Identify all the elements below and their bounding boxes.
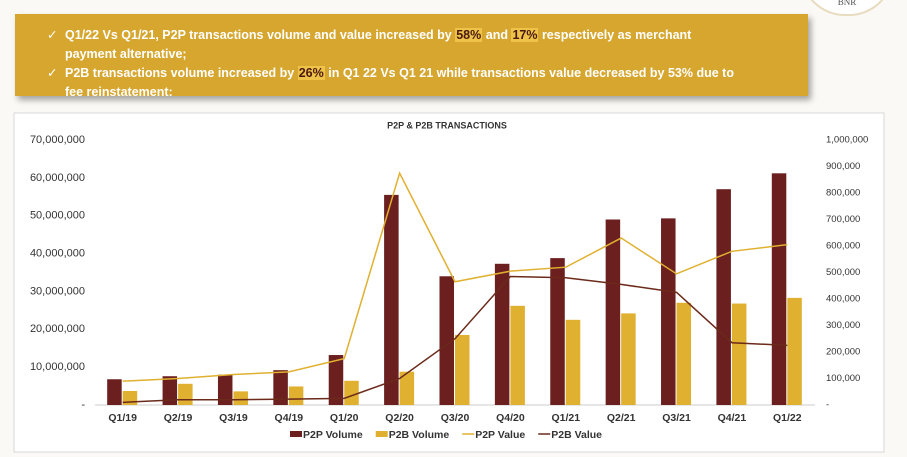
y2-tick-label: 900,000 bbox=[826, 161, 860, 172]
bullet-text: and bbox=[482, 28, 512, 42]
highlight: 17% bbox=[511, 28, 539, 42]
bar bbox=[455, 334, 470, 405]
y-tick-label: 30,000,000 bbox=[30, 285, 85, 297]
bar bbox=[676, 302, 692, 405]
x-tick-label: Q1/22 bbox=[773, 412, 802, 424]
y-tick-label: 20,000,000 bbox=[30, 323, 85, 335]
bar bbox=[621, 313, 636, 405]
x-tick-label: Q1/19 bbox=[108, 412, 137, 424]
legend-label: P2P Volume bbox=[303, 429, 363, 441]
bar bbox=[605, 219, 621, 405]
y2-tick-label: 200,000 bbox=[826, 347, 860, 358]
line bbox=[122, 171, 788, 382]
y2-tick-label: - bbox=[826, 400, 829, 411]
bar bbox=[344, 380, 359, 405]
bar bbox=[399, 371, 415, 405]
y-tick-label: 70,000,000 bbox=[30, 134, 85, 146]
legend-label: P2P Value bbox=[475, 429, 525, 441]
bar bbox=[288, 386, 304, 405]
bar bbox=[273, 370, 288, 405]
bar bbox=[787, 297, 802, 405]
bar bbox=[107, 379, 122, 405]
bar bbox=[494, 263, 510, 405]
bar bbox=[731, 303, 747, 405]
y-tick-label: 40,000,000 bbox=[30, 247, 85, 259]
y2-tick-label: 600,000 bbox=[826, 241, 860, 252]
x-tick-label: Q2/20 bbox=[385, 412, 414, 424]
x-tick-label: Q4/19 bbox=[275, 412, 304, 424]
summary-box: Q1/22 Vs Q1/21, P2P transactions volume … bbox=[15, 14, 808, 96]
y-tick-label: - bbox=[81, 399, 85, 411]
legend-swatch bbox=[375, 431, 388, 437]
bar bbox=[328, 355, 344, 405]
legend-swatch bbox=[290, 431, 302, 437]
y2-tick-label: 300,000 bbox=[826, 320, 860, 331]
x-tick-label: Q2/19 bbox=[164, 412, 193, 424]
bullet: Q1/22 Vs Q1/21, P2P transactions volume … bbox=[47, 26, 735, 64]
x-tick-label: Q3/20 bbox=[441, 412, 470, 424]
bar bbox=[550, 258, 565, 405]
highlight: 26% bbox=[297, 66, 325, 80]
bar bbox=[233, 391, 248, 405]
bullet-text: in Q1 22 Vs Q1 21 while transactions val… bbox=[65, 66, 734, 96]
x-tick-label: Q3/19 bbox=[219, 412, 248, 424]
bar bbox=[716, 189, 731, 405]
bullet-list: Q1/22 Vs Q1/21, P2P transactions volume … bbox=[15, 26, 808, 96]
bar bbox=[510, 305, 525, 405]
bar bbox=[771, 173, 787, 405]
x-tick-label: Q2/21 bbox=[607, 412, 636, 424]
bar bbox=[565, 319, 581, 405]
bullet-text: P2B transactions volume increased by bbox=[65, 66, 298, 80]
bullet-text: Q1/22 Vs Q1/21, P2P transactions volume … bbox=[65, 28, 456, 42]
bar bbox=[178, 383, 193, 405]
legend-label: P2B Volume bbox=[389, 429, 450, 441]
x-tick-label: Q4/20 bbox=[496, 412, 525, 424]
y2-tick-label: 100,000 bbox=[826, 373, 860, 384]
highlight: 58% bbox=[455, 28, 483, 42]
y2-tick-label: 700,000 bbox=[826, 214, 860, 225]
bullet: P2B transactions volume increased by 26%… bbox=[47, 64, 735, 96]
x-tick-label: Q4/21 bbox=[718, 412, 747, 424]
bar bbox=[162, 376, 178, 405]
bar bbox=[217, 374, 233, 405]
line bbox=[122, 275, 788, 404]
bar bbox=[661, 218, 676, 405]
y2-tick-label: 400,000 bbox=[826, 294, 860, 305]
y-tick-label: 10,000,000 bbox=[30, 361, 85, 373]
x-tick-label: Q3/21 bbox=[662, 412, 691, 424]
bar bbox=[384, 194, 399, 405]
y2-tick-label: 800,000 bbox=[826, 188, 860, 199]
x-tick-label: Q1/21 bbox=[551, 412, 580, 424]
y-tick-label: 60,000,000 bbox=[30, 172, 85, 184]
x-tick-label: Q1/20 bbox=[330, 412, 359, 424]
bar bbox=[439, 276, 454, 405]
y-tick-label: 50,000,000 bbox=[30, 210, 85, 222]
bullet-text: respectively as merchant payment alterna… bbox=[65, 28, 692, 61]
chart-title: P2P & P2B TRANSACTIONS bbox=[387, 120, 507, 130]
y2-tick-label: 1,000,000 bbox=[826, 135, 868, 146]
y2-tick-label: 500,000 bbox=[826, 267, 860, 278]
legend-label: P2B Value bbox=[551, 429, 602, 441]
